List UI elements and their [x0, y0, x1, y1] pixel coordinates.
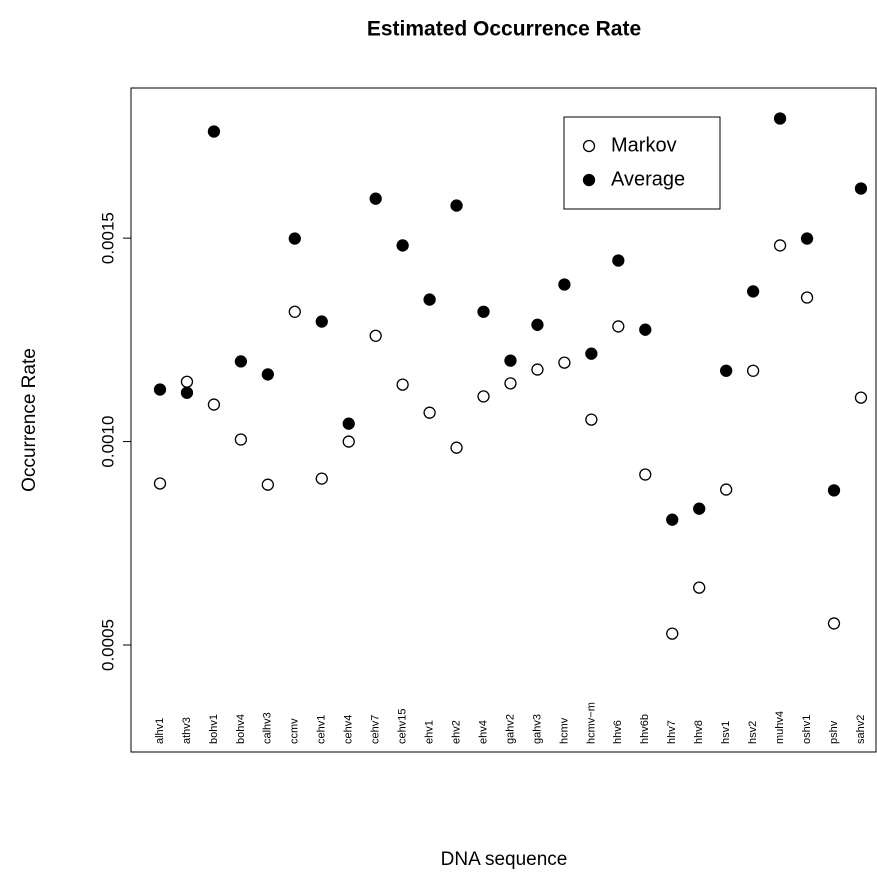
x-tick-label: cehv1	[316, 715, 328, 744]
point	[800, 232, 814, 245]
x-tick-label: cehv4	[343, 715, 355, 744]
point	[746, 364, 760, 377]
x-tick-label: hhv6b	[639, 714, 651, 744]
point	[396, 378, 409, 391]
point	[773, 239, 787, 252]
x-tick-label: bohv1	[208, 714, 220, 744]
x-tick-label: cehv15	[397, 709, 409, 744]
plot-frame	[130, 87, 877, 753]
legend-box	[563, 116, 721, 210]
x-tick-label: oshv1	[801, 715, 813, 744]
point	[666, 627, 679, 640]
point	[693, 502, 706, 515]
legend-label: Average	[611, 168, 685, 190]
x-tick-label: sahv2	[855, 715, 867, 744]
y-tick-label: 0.0015	[98, 212, 117, 264]
point	[558, 356, 571, 369]
point	[315, 315, 328, 328]
point	[261, 368, 274, 381]
y-tick-label: 0.0005	[98, 619, 117, 671]
x-axis-label: DNA sequence	[441, 849, 568, 870]
point	[558, 278, 571, 291]
point	[504, 354, 517, 367]
point	[666, 513, 679, 526]
point	[234, 355, 248, 368]
x-tick-label: hcmv	[558, 717, 570, 744]
point	[315, 472, 328, 485]
x-tick-label: alhv1	[154, 718, 166, 744]
point	[720, 483, 733, 496]
point	[800, 291, 814, 304]
point	[612, 254, 625, 267]
point	[854, 391, 868, 404]
x-tick-label: ccmv	[289, 718, 301, 744]
point	[342, 417, 355, 430]
x-tick-label: athv3	[181, 717, 193, 744]
x-tick-label: ehv2	[450, 720, 462, 744]
point	[612, 320, 625, 333]
point	[531, 363, 544, 376]
x-tick-label: hsv1	[720, 721, 732, 744]
point	[153, 477, 167, 490]
point	[207, 125, 221, 138]
point	[827, 484, 841, 497]
chart-title: Estimated Occurrence Rate	[367, 18, 641, 41]
legend-label: Markov	[611, 134, 677, 156]
point	[207, 398, 221, 411]
point	[639, 468, 652, 481]
y-tick-label: 0.0010	[98, 416, 117, 468]
point	[423, 406, 436, 419]
point	[261, 478, 274, 491]
x-tick-label: hhv7	[666, 720, 678, 744]
point	[180, 375, 194, 388]
x-tick-label: hsv2	[747, 721, 759, 744]
x-tick-label: pshv	[828, 720, 840, 744]
legend-marker	[582, 173, 596, 187]
point	[396, 239, 409, 252]
point	[153, 383, 167, 396]
point	[531, 318, 544, 331]
point	[827, 617, 841, 630]
point	[504, 377, 517, 390]
x-tick-label: hhv6	[612, 720, 624, 744]
x-tick-label: gahv2	[504, 714, 516, 744]
point	[369, 192, 382, 205]
x-tick-label: cehv7	[370, 715, 382, 744]
point	[585, 347, 598, 360]
legend-marker	[582, 139, 596, 153]
x-tick-label: ehv4	[477, 720, 489, 744]
point	[477, 390, 490, 403]
x-tick-label: hcmv−m	[585, 702, 597, 744]
point	[288, 232, 301, 245]
point	[720, 364, 733, 377]
point	[234, 433, 248, 446]
y-axis-label: Occurrence Rate	[19, 348, 40, 492]
point	[746, 285, 760, 298]
point	[288, 305, 301, 318]
point	[693, 581, 706, 594]
x-tick-label: calhv3	[262, 712, 274, 744]
x-tick-label: bohv4	[235, 714, 247, 744]
point	[854, 182, 868, 195]
point	[450, 441, 463, 454]
point	[180, 386, 194, 399]
x-tick-label: gahv3	[531, 714, 543, 744]
point	[342, 435, 355, 448]
point	[369, 329, 382, 342]
x-tick-label: muhv4	[774, 711, 786, 744]
point	[423, 293, 436, 306]
point	[585, 413, 598, 426]
x-tick-label: hhv8	[693, 720, 705, 744]
point	[773, 112, 787, 125]
point	[639, 323, 652, 336]
point	[450, 199, 463, 212]
x-tick-label: ehv1	[424, 720, 436, 744]
point	[477, 305, 490, 318]
